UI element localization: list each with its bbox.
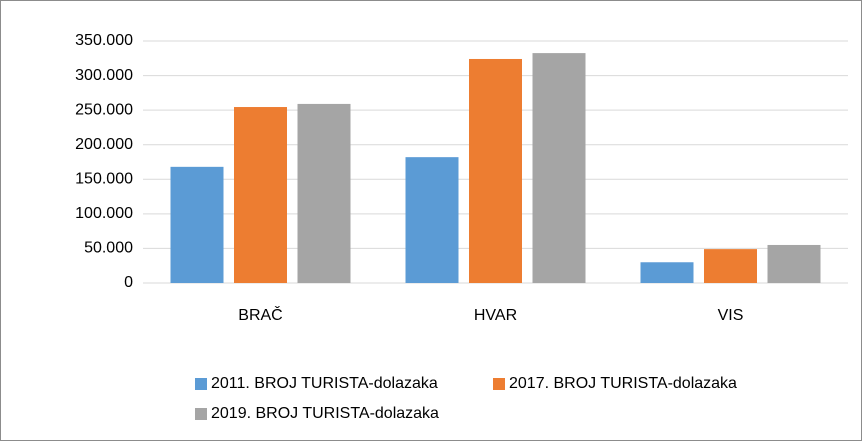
bar — [469, 58, 522, 283]
x-tick-label: VIS — [718, 307, 744, 324]
bar — [170, 166, 224, 283]
bar — [405, 157, 459, 283]
y-tick-label: 300.000 — [75, 67, 133, 84]
y-tick-label: 200.000 — [75, 136, 133, 153]
y-tick-label: 150.000 — [75, 171, 133, 188]
bar — [704, 249, 757, 283]
bar — [532, 53, 586, 283]
bar — [297, 103, 351, 283]
legend-swatch — [195, 378, 207, 390]
legend-swatch — [195, 408, 207, 420]
y-tick-label: 350.000 — [75, 32, 133, 49]
y-tick-label: 250.000 — [75, 101, 133, 118]
bar — [640, 262, 694, 283]
legend-swatch — [493, 378, 505, 390]
y-tick-label: 100.000 — [75, 205, 133, 222]
legend-label: 2017. BROJ TURISTA-dolazaka — [509, 375, 737, 392]
legend-label: 2019. BROJ TURISTA-dolazaka — [211, 405, 439, 422]
y-tick-label: 50.000 — [84, 240, 133, 257]
legend-label: 2011. BROJ TURISTA-dolazaka — [211, 375, 438, 392]
bar — [767, 244, 821, 283]
x-tick-label: BRAČ — [238, 305, 282, 324]
bar — [234, 107, 287, 283]
y-tick-label: 0 — [124, 274, 133, 291]
x-tick-label: HVAR — [474, 307, 517, 324]
